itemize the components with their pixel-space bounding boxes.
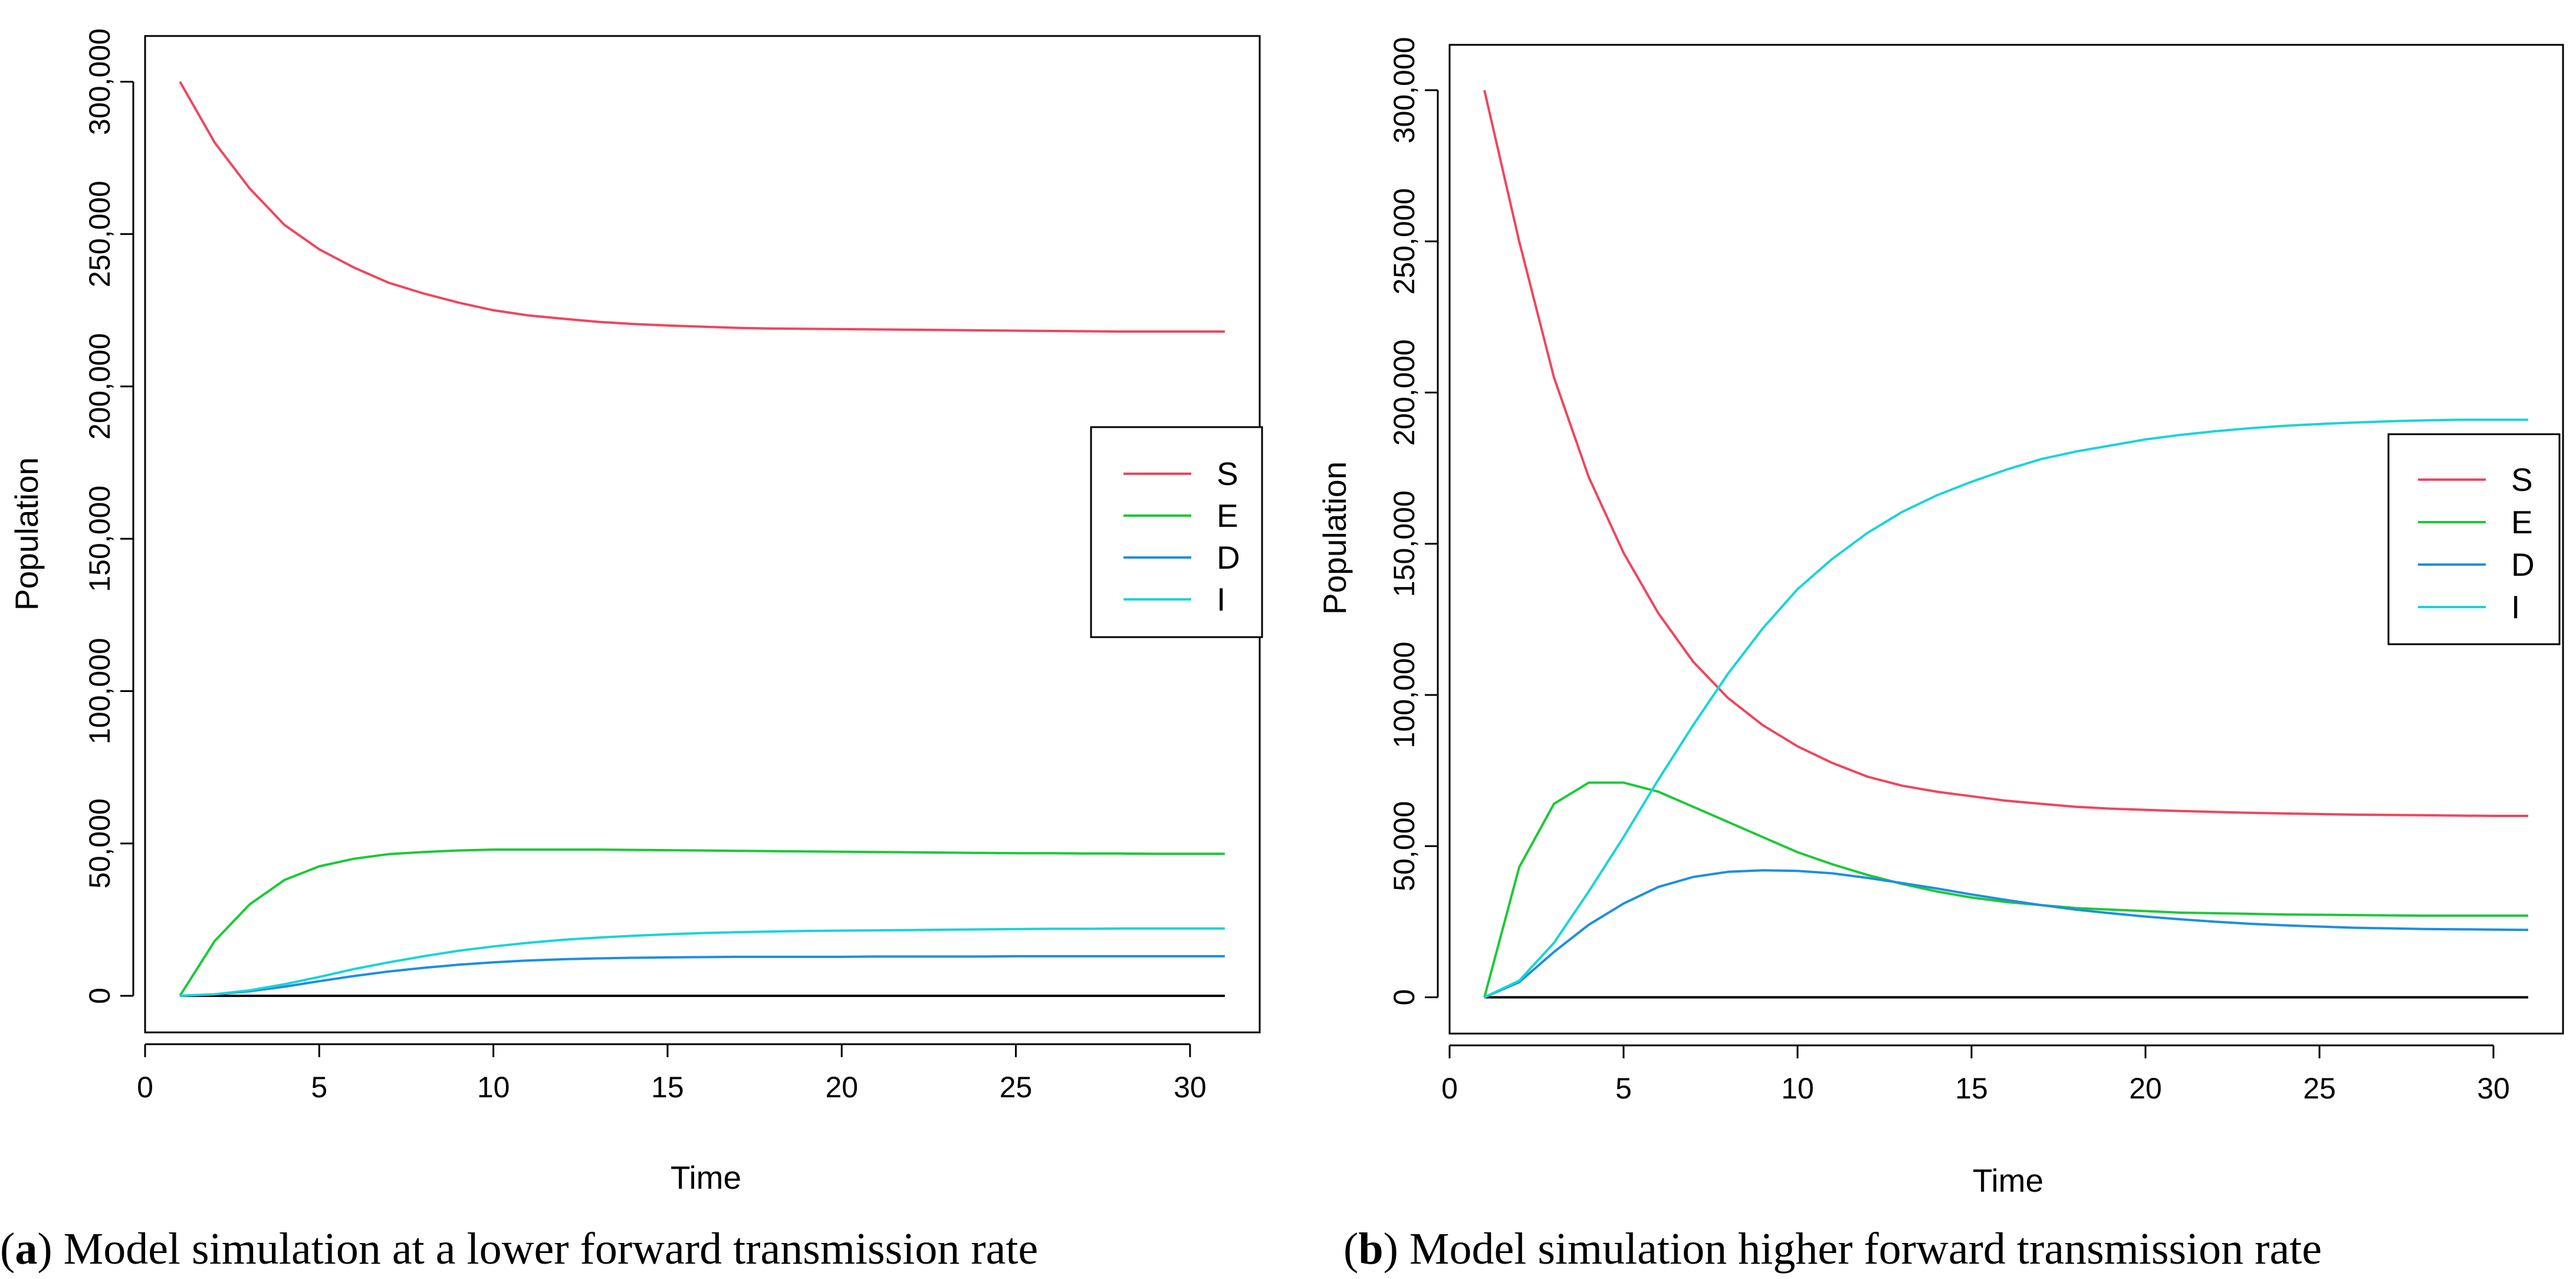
y-tick-label: 200,000 xyxy=(83,333,116,440)
x-axis-title: Time xyxy=(671,1159,741,1196)
caption-a: (a) Model simulation at a lower forward … xyxy=(0,1224,1038,1274)
y-tick-label: 50,000 xyxy=(1388,801,1421,891)
x-tick-label: 25 xyxy=(1000,1071,1033,1104)
x-tick-label: 20 xyxy=(2129,1072,2162,1105)
x-axis: 0 5 10 15 20 25 30 xyxy=(1441,1044,2510,1105)
y-tick-label: 300,000 xyxy=(1388,37,1421,144)
legend-label-s: S xyxy=(2511,461,2533,498)
series-line-i xyxy=(1484,418,2528,999)
x-tick-label: 5 xyxy=(311,1071,327,1104)
caption-b: (b) Model simulation higher forward tran… xyxy=(1343,1224,2322,1274)
y-axis: 0 50,000 100,000 150,000 200,000 250,000 300,0… xyxy=(1388,37,1439,1006)
x-tick-label: 15 xyxy=(1955,1072,1988,1105)
y-tick-label: 100,000 xyxy=(1388,642,1421,749)
x-axis-title: Time xyxy=(1973,1162,2043,1199)
caption-body: Model simulation higher forward transmis… xyxy=(1409,1224,2322,1274)
x-tick-label: 0 xyxy=(1441,1072,1458,1105)
y-tick-label: 150,000 xyxy=(1388,490,1421,597)
legend-label-e: E xyxy=(1217,497,1238,534)
x-tick-label: 20 xyxy=(825,1071,858,1104)
caption-paren-close: ) xyxy=(1384,1224,1409,1274)
x-tick-label: 30 xyxy=(2477,1072,2510,1105)
series-line-e xyxy=(1483,781,2528,998)
series-line-d xyxy=(180,955,1225,997)
y-tick-label: 200,000 xyxy=(1388,339,1421,446)
series-line-s xyxy=(1483,90,2528,817)
caption-body: Model simulation at a lower forward tran… xyxy=(64,1224,1039,1274)
x-tick-label: 10 xyxy=(477,1071,510,1104)
legend-label-d: D xyxy=(2511,546,2535,583)
chart-panel-a: 0 5 10 15 20 25 30 0 50,000 100,000 150,000 200,00… xyxy=(0,28,1263,1274)
series-line-i xyxy=(180,927,1225,997)
x-tick-label: 30 xyxy=(1174,1071,1207,1104)
series-line-s xyxy=(179,81,1225,333)
y-axis-title: Population xyxy=(1316,461,1353,615)
series-line-d xyxy=(1484,869,2529,999)
legend-label-i: I xyxy=(2511,589,2520,625)
caption-label: a xyxy=(15,1224,37,1274)
legend-label-s: S xyxy=(1217,455,1238,492)
y-axis: 0 50,000 100,000 150,000 200,000 250,000 300,0… xyxy=(83,28,134,1004)
caption-text: (b) Model simulation higher forward tran… xyxy=(1343,1224,2322,1274)
legend-label-d: D xyxy=(1217,539,1240,576)
series-layer xyxy=(179,81,1225,998)
legend-box xyxy=(2387,433,2561,645)
caption-text: (a) Model simulation at a lower forward … xyxy=(0,1224,1038,1274)
plot-frame xyxy=(1448,44,2564,1035)
legend-box xyxy=(1090,426,1263,638)
y-tick-label: 0 xyxy=(83,988,116,1004)
y-tick-label: 250,000 xyxy=(1388,188,1421,295)
series-line-e xyxy=(179,848,1225,997)
caption-paren-open: ( xyxy=(0,1224,15,1274)
x-tick-label: 15 xyxy=(651,1071,684,1104)
y-tick-label: 300,000 xyxy=(83,28,116,135)
legend-label-e: E xyxy=(2511,504,2533,540)
y-axis-title: Population xyxy=(8,457,45,611)
series-layer xyxy=(1483,90,2529,999)
caption-label: b xyxy=(1358,1224,1383,1274)
x-axis: 0 5 10 15 20 25 30 xyxy=(137,1043,1207,1104)
x-tick-label: 0 xyxy=(137,1071,153,1104)
x-tick-label: 10 xyxy=(1781,1072,1814,1105)
x-tick-label: 5 xyxy=(1615,1072,1632,1105)
legend-label-i: I xyxy=(1217,581,1225,618)
y-tick-label: 250,000 xyxy=(83,181,116,287)
caption-paren-open: ( xyxy=(1343,1224,1358,1274)
y-tick-label: 0 xyxy=(1388,989,1421,1006)
y-tick-label: 50,000 xyxy=(83,798,116,888)
caption-paren-close: ) xyxy=(37,1224,63,1274)
y-tick-label: 100,000 xyxy=(83,638,116,745)
x-tick-label: 25 xyxy=(2303,1072,2336,1105)
chart-panel-b: 0 5 10 15 20 25 30 0 50,000 100,000 150,000 200,00… xyxy=(1316,37,2564,1274)
y-tick-label: 150,000 xyxy=(83,486,116,592)
